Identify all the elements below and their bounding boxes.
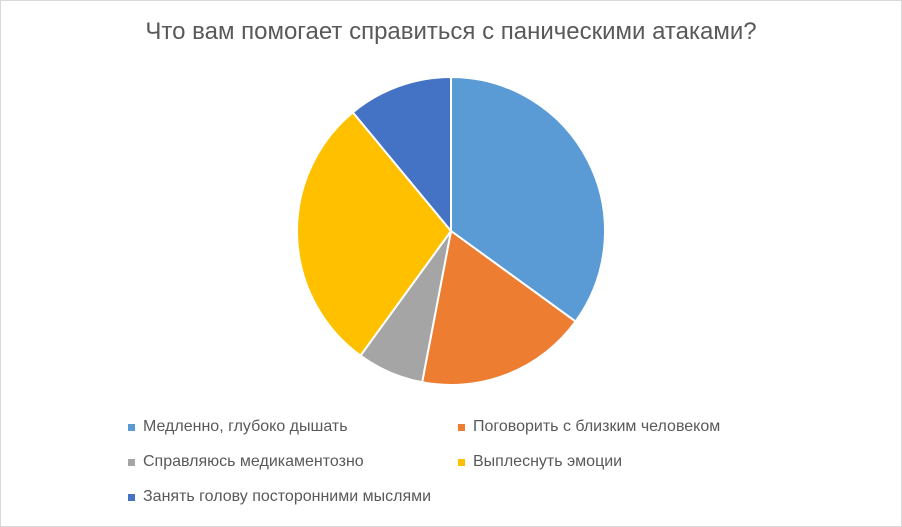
pie-slices xyxy=(296,75,606,386)
slice-talk-to-close-person xyxy=(420,229,577,386)
slice-deep-breathing xyxy=(450,75,606,323)
slice-release-emotions xyxy=(296,110,453,357)
slice-distract-mind xyxy=(351,75,452,234)
chart-title: Что вам помогает справиться с паническим… xyxy=(145,18,757,45)
